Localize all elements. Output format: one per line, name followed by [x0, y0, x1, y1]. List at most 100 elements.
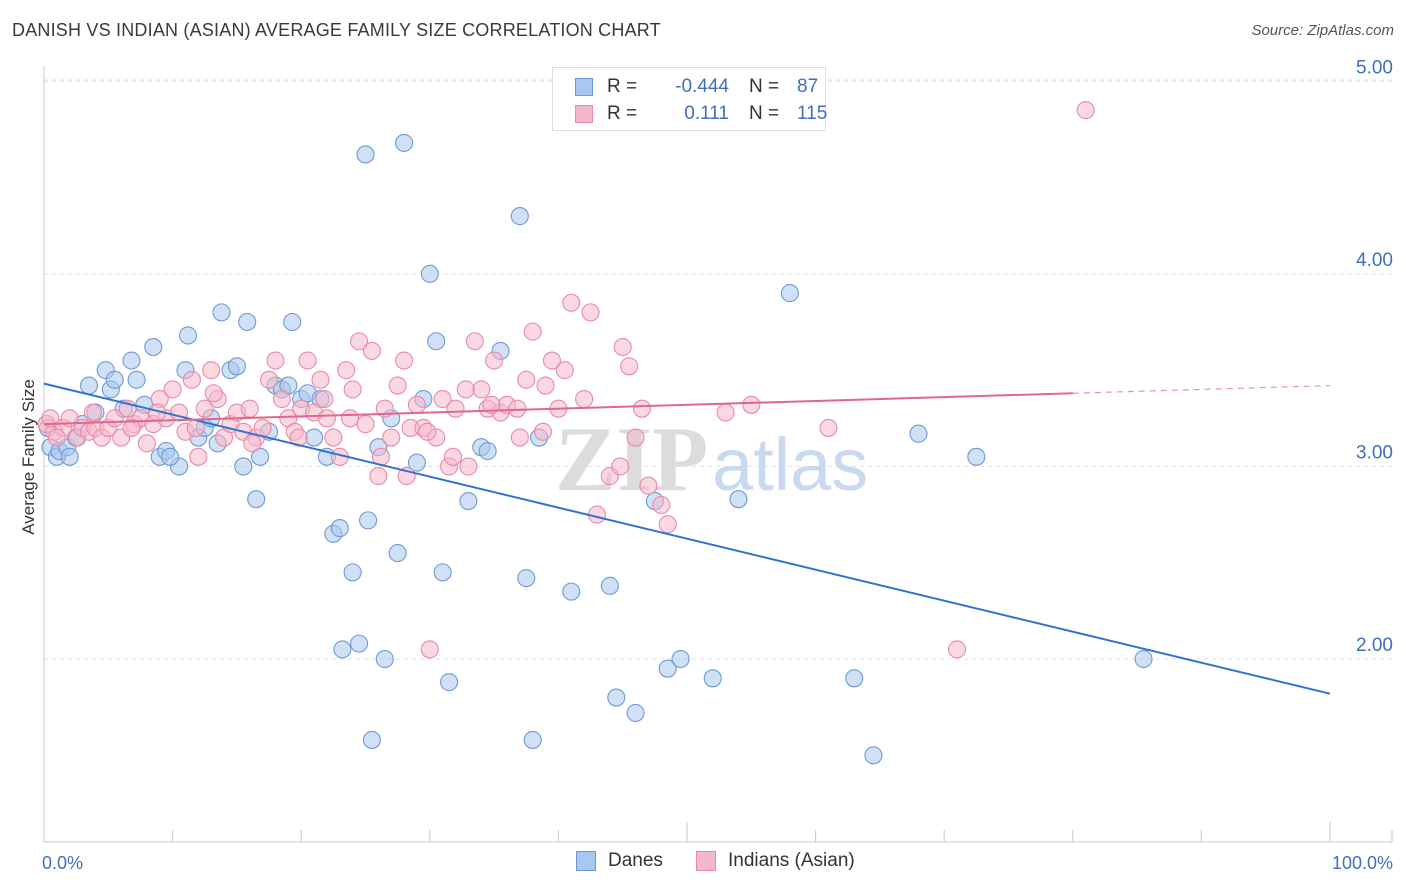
- point-danes: [375, 649, 394, 669]
- point-indians: [240, 399, 259, 418]
- point-indians: [298, 351, 317, 370]
- legend-r-value: -0.444: [675, 76, 729, 97]
- point-indians: [41, 409, 60, 428]
- correlation-legend: R = -0.444 N = 87 R = 0.111 N = 115: [552, 67, 828, 131]
- point-danes: [510, 207, 529, 226]
- trend-line-danes: [43, 382, 1331, 695]
- point-indians: [472, 380, 491, 399]
- point-danes: [144, 337, 163, 357]
- legend-swatch-indians: [696, 851, 716, 871]
- point-danes: [523, 730, 542, 749]
- point-danes: [517, 569, 536, 588]
- point-indians: [465, 332, 484, 351]
- legend-r-label: R =: [607, 76, 638, 97]
- gridlines: [44, 79, 1392, 660]
- point-indians: [343, 380, 362, 399]
- point-indians: [1076, 101, 1095, 120]
- point-indians: [324, 428, 343, 447]
- point-indians: [533, 422, 553, 441]
- point-danes: [212, 303, 231, 322]
- point-indians: [652, 495, 671, 515]
- point-indians: [195, 399, 214, 418]
- point-danes: [343, 563, 362, 582]
- point-danes: [427, 332, 446, 351]
- point-indians: [356, 415, 375, 434]
- legend-n-value: 115: [797, 103, 828, 124]
- point-indians: [613, 337, 632, 357]
- point-indians: [407, 395, 426, 414]
- point-danes: [247, 490, 266, 509]
- point-indians: [542, 351, 562, 370]
- point-danes: [238, 312, 257, 332]
- point-danes: [909, 424, 928, 443]
- point-indians: [581, 303, 600, 322]
- point-indians: [266, 351, 285, 370]
- point-indians: [47, 428, 66, 447]
- point-indians: [523, 322, 542, 341]
- point-indians: [639, 476, 658, 495]
- point-indians: [948, 640, 967, 659]
- point-indians: [626, 428, 645, 447]
- point-danes: [459, 492, 478, 511]
- legend-item-danes: Danes: [576, 850, 663, 872]
- point-danes: [60, 447, 79, 466]
- point-indians: [204, 384, 223, 403]
- legend-r-value: 0.111: [684, 103, 729, 124]
- point-danes: [160, 447, 180, 466]
- point-danes: [600, 576, 619, 595]
- point-indians: [742, 395, 761, 414]
- point-indians: [272, 389, 291, 409]
- watermark-zip: ZIP: [555, 408, 708, 510]
- point-indians: [611, 457, 630, 476]
- point-indians: [395, 351, 414, 370]
- point-indians: [446, 399, 465, 418]
- point-indians: [485, 351, 504, 370]
- point-indians: [632, 399, 652, 418]
- point-indians: [555, 361, 574, 380]
- point-indians: [163, 380, 182, 399]
- x-tick-label: 0.0%: [42, 853, 83, 873]
- point-indians: [418, 422, 437, 441]
- point-indians: [456, 380, 475, 399]
- point-danes: [250, 447, 270, 466]
- point-danes: [607, 688, 626, 707]
- point-indians: [575, 389, 594, 409]
- point-indians: [420, 640, 439, 659]
- point-danes: [127, 370, 146, 389]
- point-indians: [508, 399, 527, 418]
- point-indians: [369, 467, 388, 486]
- point-danes: [703, 669, 722, 688]
- point-danes: [388, 544, 407, 563]
- trend-lines: [43, 382, 1331, 695]
- point-danes: [433, 563, 452, 582]
- point-danes: [864, 746, 883, 765]
- legend-label-danes: Danes: [608, 850, 663, 871]
- point-danes: [330, 519, 349, 538]
- point-indians: [137, 434, 156, 453]
- watermark: ZIP atlas: [555, 408, 868, 510]
- y-tick-label: 4.00: [1356, 250, 1393, 271]
- point-indians: [315, 389, 334, 409]
- point-indians: [311, 370, 330, 389]
- point-danes: [780, 284, 799, 303]
- point-danes: [395, 133, 414, 152]
- axes: [43, 66, 1393, 843]
- point-danes: [333, 640, 352, 659]
- y-tick-label: 3.00: [1356, 442, 1393, 463]
- source-label: Source: ZipAtlas.com: [1251, 22, 1394, 39]
- point-danes: [362, 730, 381, 749]
- point-danes: [845, 669, 864, 688]
- point-danes: [305, 428, 324, 447]
- point-indians: [388, 376, 407, 395]
- point-indians: [443, 447, 462, 466]
- point-indians: [382, 428, 401, 447]
- point-danes: [671, 649, 690, 669]
- point-indians: [716, 403, 735, 422]
- point-danes: [283, 312, 302, 332]
- legend-n-value: 87: [797, 76, 819, 97]
- point-indians: [517, 370, 536, 389]
- point-indians: [341, 409, 360, 428]
- tick-labels: 2.00 3.00 4.00 5.00 0.0% 100.0% Average Family…: [19, 57, 1393, 873]
- point-indians: [189, 447, 208, 466]
